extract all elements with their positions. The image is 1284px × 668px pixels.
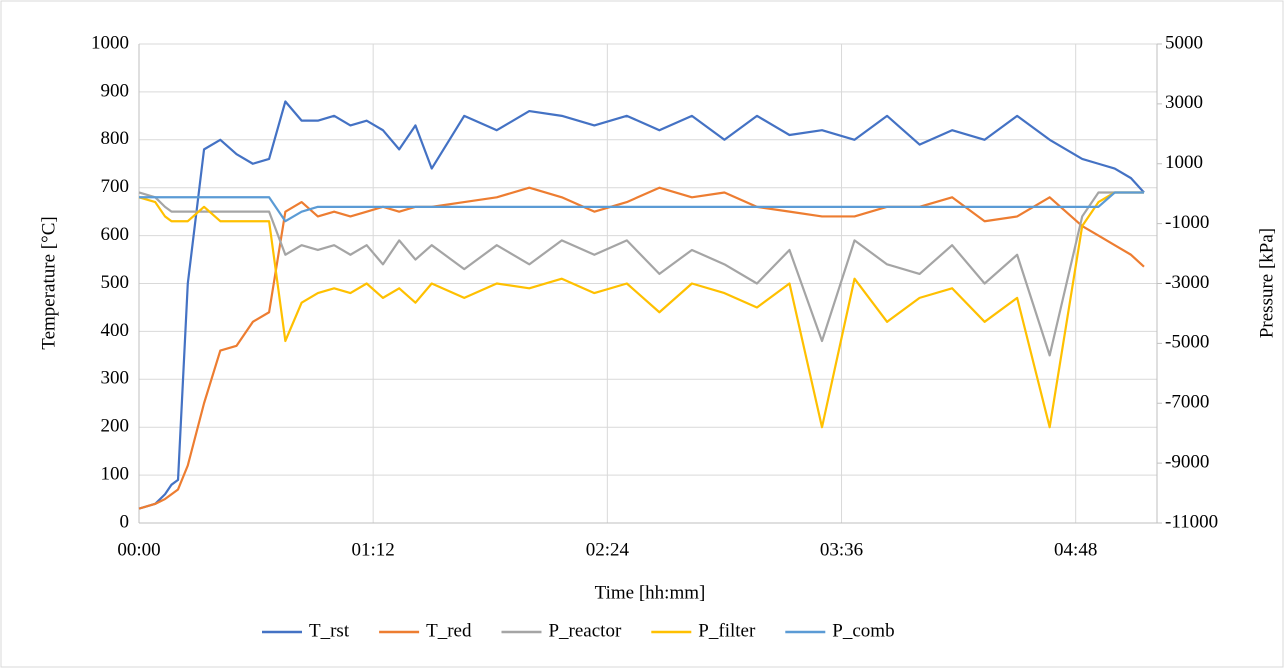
- y2-tick-label: 5000: [1165, 32, 1203, 53]
- y2-tick-label: -3000: [1165, 272, 1209, 293]
- legend-label: T_rst: [309, 620, 350, 641]
- y2-tick-label: 3000: [1165, 92, 1203, 113]
- y2-tick-label: -9000: [1165, 451, 1209, 472]
- series-line: [138, 186, 1145, 510]
- x-tick-label: 03:36: [820, 539, 863, 560]
- x-tick-label: 02:24: [586, 539, 630, 560]
- y-tick-label: 500: [101, 272, 130, 293]
- legend-label: T_red: [426, 620, 472, 641]
- y-tick-label: 800: [101, 128, 130, 149]
- x-tick-label: 00:00: [117, 539, 160, 560]
- legend-label: P_reactor: [548, 620, 621, 641]
- y-tick-label: 400: [101, 320, 130, 341]
- legend-label: P_comb: [832, 620, 894, 641]
- x-axis-label: Time [hh:mm]: [595, 582, 706, 603]
- y-tick-label: 600: [101, 224, 130, 245]
- y-tick-label: 700: [101, 176, 130, 197]
- y-axis-label: Temperature [°C]: [38, 216, 59, 349]
- y2-axis-label: Pressure [kPa]: [1256, 228, 1277, 338]
- y-tick-label: 1000: [91, 32, 129, 53]
- y-tick-label: 200: [101, 416, 130, 437]
- y-tick-label: 100: [101, 463, 130, 484]
- series-line: [138, 191, 1144, 429]
- legend-label: P_filter: [698, 620, 756, 641]
- y2-tick-label: 1000: [1165, 152, 1203, 173]
- y-tick-label: 300: [101, 368, 130, 389]
- y-tick-label: 900: [101, 80, 130, 101]
- y2-tick-label: -7000: [1165, 392, 1209, 413]
- series-line: [138, 191, 1144, 357]
- series-line: [138, 100, 1145, 510]
- x-tick-label: 01:12: [352, 539, 395, 560]
- y2-tick-label: -1000: [1165, 212, 1209, 233]
- y2-tick-label: -5000: [1165, 332, 1209, 353]
- y-tick-label: 0: [120, 511, 130, 532]
- y2-tick-label: -11000: [1165, 511, 1218, 532]
- x-tick-label: 04:48: [1054, 539, 1097, 560]
- series-line: [139, 191, 1144, 223]
